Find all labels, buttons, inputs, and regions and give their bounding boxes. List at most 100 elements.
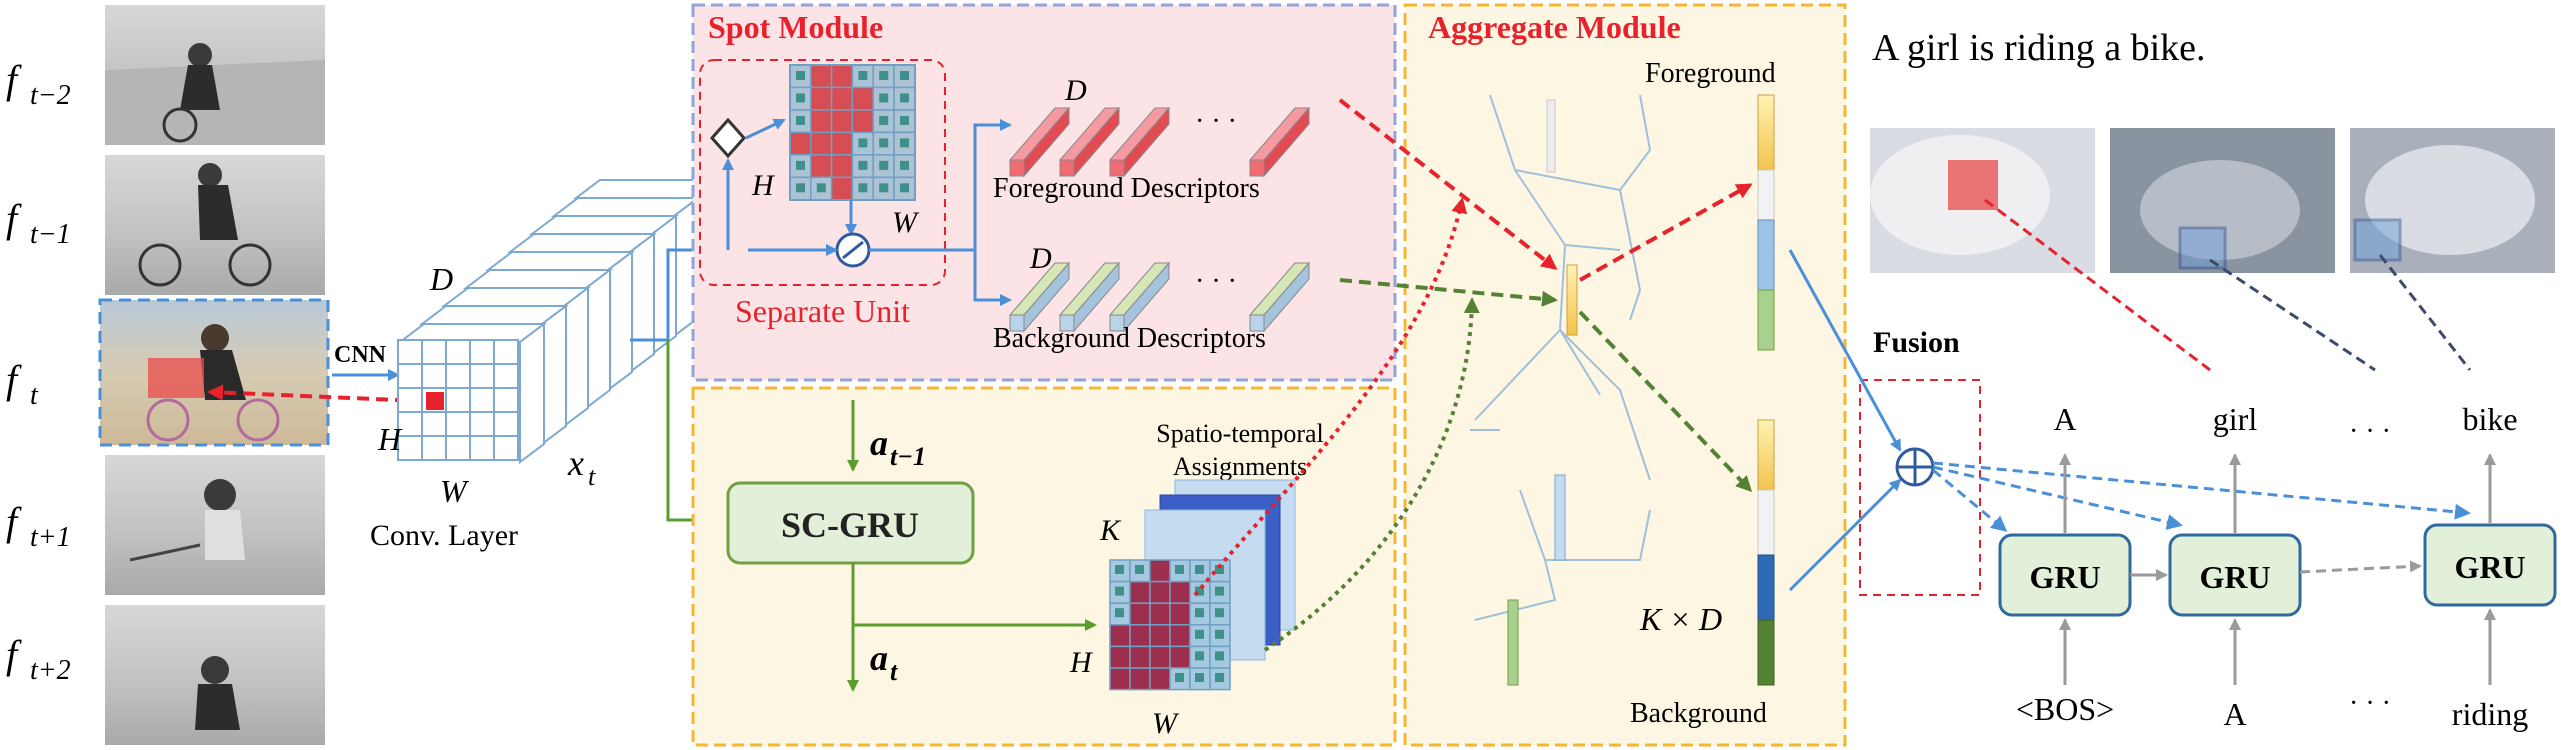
assignment-grid-cell	[1149, 559, 1171, 583]
assignment-grid-cell	[1149, 602, 1171, 626]
threshold-diamond-icon	[709, 117, 747, 159]
cube-front-cell	[493, 435, 519, 461]
spot-grid-marker	[796, 93, 805, 103]
cube-D-label: D	[429, 261, 453, 297]
svg-text:t−1: t−1	[30, 219, 71, 250]
assignment-grid-marker	[1215, 629, 1224, 639]
spot-grid-cell	[830, 64, 854, 89]
cube-front-cell	[421, 363, 447, 389]
assignment-grid-marker	[1135, 565, 1144, 574]
separate-unit-box	[699, 59, 946, 286]
cube-front-cell	[397, 363, 423, 389]
split-to-background-arrow	[973, 250, 1012, 306]
aggregate-to-foreground	[1579, 183, 1753, 282]
cube-front-cell	[445, 363, 471, 389]
assignment-grid-marker	[1215, 565, 1224, 574]
cube-front-cell	[469, 435, 495, 461]
aggregate-bar-blue	[1554, 474, 1566, 561]
cube-front-cell	[469, 411, 495, 437]
fusion-plus-icon	[1895, 447, 1935, 487]
cube-H-label: H	[377, 421, 403, 457]
assignment-grid-marker	[1115, 586, 1124, 596]
foreground-descriptors-label: Foreground Descriptors	[993, 173, 1260, 204]
background-descriptors-label: Background Descriptors	[993, 323, 1266, 354]
foreground-descriptor	[1263, 106, 1310, 178]
attn-link-2	[2209, 258, 2376, 372]
cube-front-cell	[445, 339, 471, 365]
svg-text:f: f	[6, 357, 22, 402]
scgru-block	[726, 481, 975, 565]
assignment-to-aggregate-green	[1263, 297, 1480, 652]
caption-sentence: A girl is riding a bike.	[1872, 27, 2206, 69]
spot-grid-marker	[879, 71, 889, 80]
svg-text:x: x	[567, 443, 584, 483]
cube-side-slice	[541, 304, 567, 446]
spot-grid-cell	[830, 131, 854, 156]
spot-grid-marker	[879, 93, 889, 103]
svg-text:f: f	[6, 499, 22, 544]
svg-text:t+1: t+1	[30, 522, 71, 553]
aggregate-bar-yellow	[1566, 264, 1578, 336]
spot-grid-cell	[830, 109, 854, 134]
assignment-grid-marker	[1195, 629, 1204, 639]
cnn-label: CNN	[334, 342, 387, 368]
voronoi-cells	[1470, 94, 1652, 621]
cube-side-slice	[585, 268, 611, 410]
split-to-foreground-arrow	[869, 119, 1012, 252]
background-label: Background	[1630, 698, 1767, 729]
assignment-grid-cell	[1149, 624, 1171, 648]
svg-text:f: f	[6, 632, 22, 677]
svg-text:K × D: K × D	[1639, 601, 1722, 637]
fusion-to-gru2	[1932, 465, 2183, 530]
gru-cell-3: GRU	[2423, 523, 2557, 607]
svg-text:f: f	[6, 57, 22, 102]
spot-grid-marker	[858, 183, 868, 193]
fusion-box	[1859, 379, 1981, 596]
spot-module: Spot Module Separate Unit H W D · · · Fo	[691, 3, 1397, 382]
spot-grid-marker	[796, 115, 805, 125]
svg-text:t+2: t+2	[30, 655, 71, 686]
spot-grid-marker	[858, 160, 868, 170]
a-prev-label: a t−1	[870, 423, 926, 471]
assignment-grid-marker	[1215, 608, 1224, 618]
assignment-grid-cell	[1169, 580, 1191, 604]
cube-side-slice	[563, 286, 589, 428]
fusion-label: Fusion	[1873, 326, 1960, 359]
cube-front-cell	[469, 363, 495, 389]
cube-front-cell	[421, 435, 447, 461]
foreground-to-fusion	[1788, 249, 1902, 452]
foreground-descriptor	[1023, 106, 1070, 178]
assignment-grid-cell	[1129, 667, 1151, 691]
output-word-2: girl	[2213, 401, 2258, 437]
assignment-grid-marker	[1195, 651, 1204, 661]
fg-ellipsis: · · ·	[1195, 106, 1237, 137]
background-descriptor	[1263, 261, 1310, 333]
scgru-label: SC-GRU	[781, 505, 919, 545]
conv-layer-caption: Conv. Layer	[370, 519, 518, 552]
frame-image-t	[98, 298, 330, 447]
spot-grid-marker	[858, 71, 868, 80]
spot-grid-marker	[796, 71, 805, 80]
scgru-region: a t−1 SC-GRU a t Spatio-temporal Assignm…	[691, 386, 1397, 747]
spot-grid-cell	[830, 154, 854, 179]
input-word-2: A	[2223, 696, 2246, 732]
frame-image-t-minus-2	[105, 5, 325, 145]
frame-label-t-minus-1: f t−1	[6, 196, 71, 250]
assignment-grid-cell	[1109, 645, 1131, 669]
background-descriptor-bars	[1008, 261, 1311, 333]
foreground-vector	[1757, 94, 1775, 351]
spot-highlight	[148, 358, 204, 398]
cube-front-cell	[445, 411, 471, 437]
assignment-grid-cell	[1149, 580, 1171, 604]
attention-thumbnail-2	[2110, 128, 2335, 273]
cube-front-cell	[469, 339, 495, 365]
background-vector	[1757, 419, 1775, 686]
assignment-grid-cell	[1129, 645, 1151, 669]
gru-recur-2	[2299, 560, 2422, 574]
background-descriptor	[1123, 261, 1170, 333]
attention-thumbnail-3	[2350, 128, 2555, 273]
spot-grid-marker	[900, 183, 909, 193]
spot-grid-cell	[851, 86, 874, 111]
frame-label-t-minus-2: f t−2	[6, 57, 71, 111]
spot-attention-grid	[789, 64, 916, 201]
